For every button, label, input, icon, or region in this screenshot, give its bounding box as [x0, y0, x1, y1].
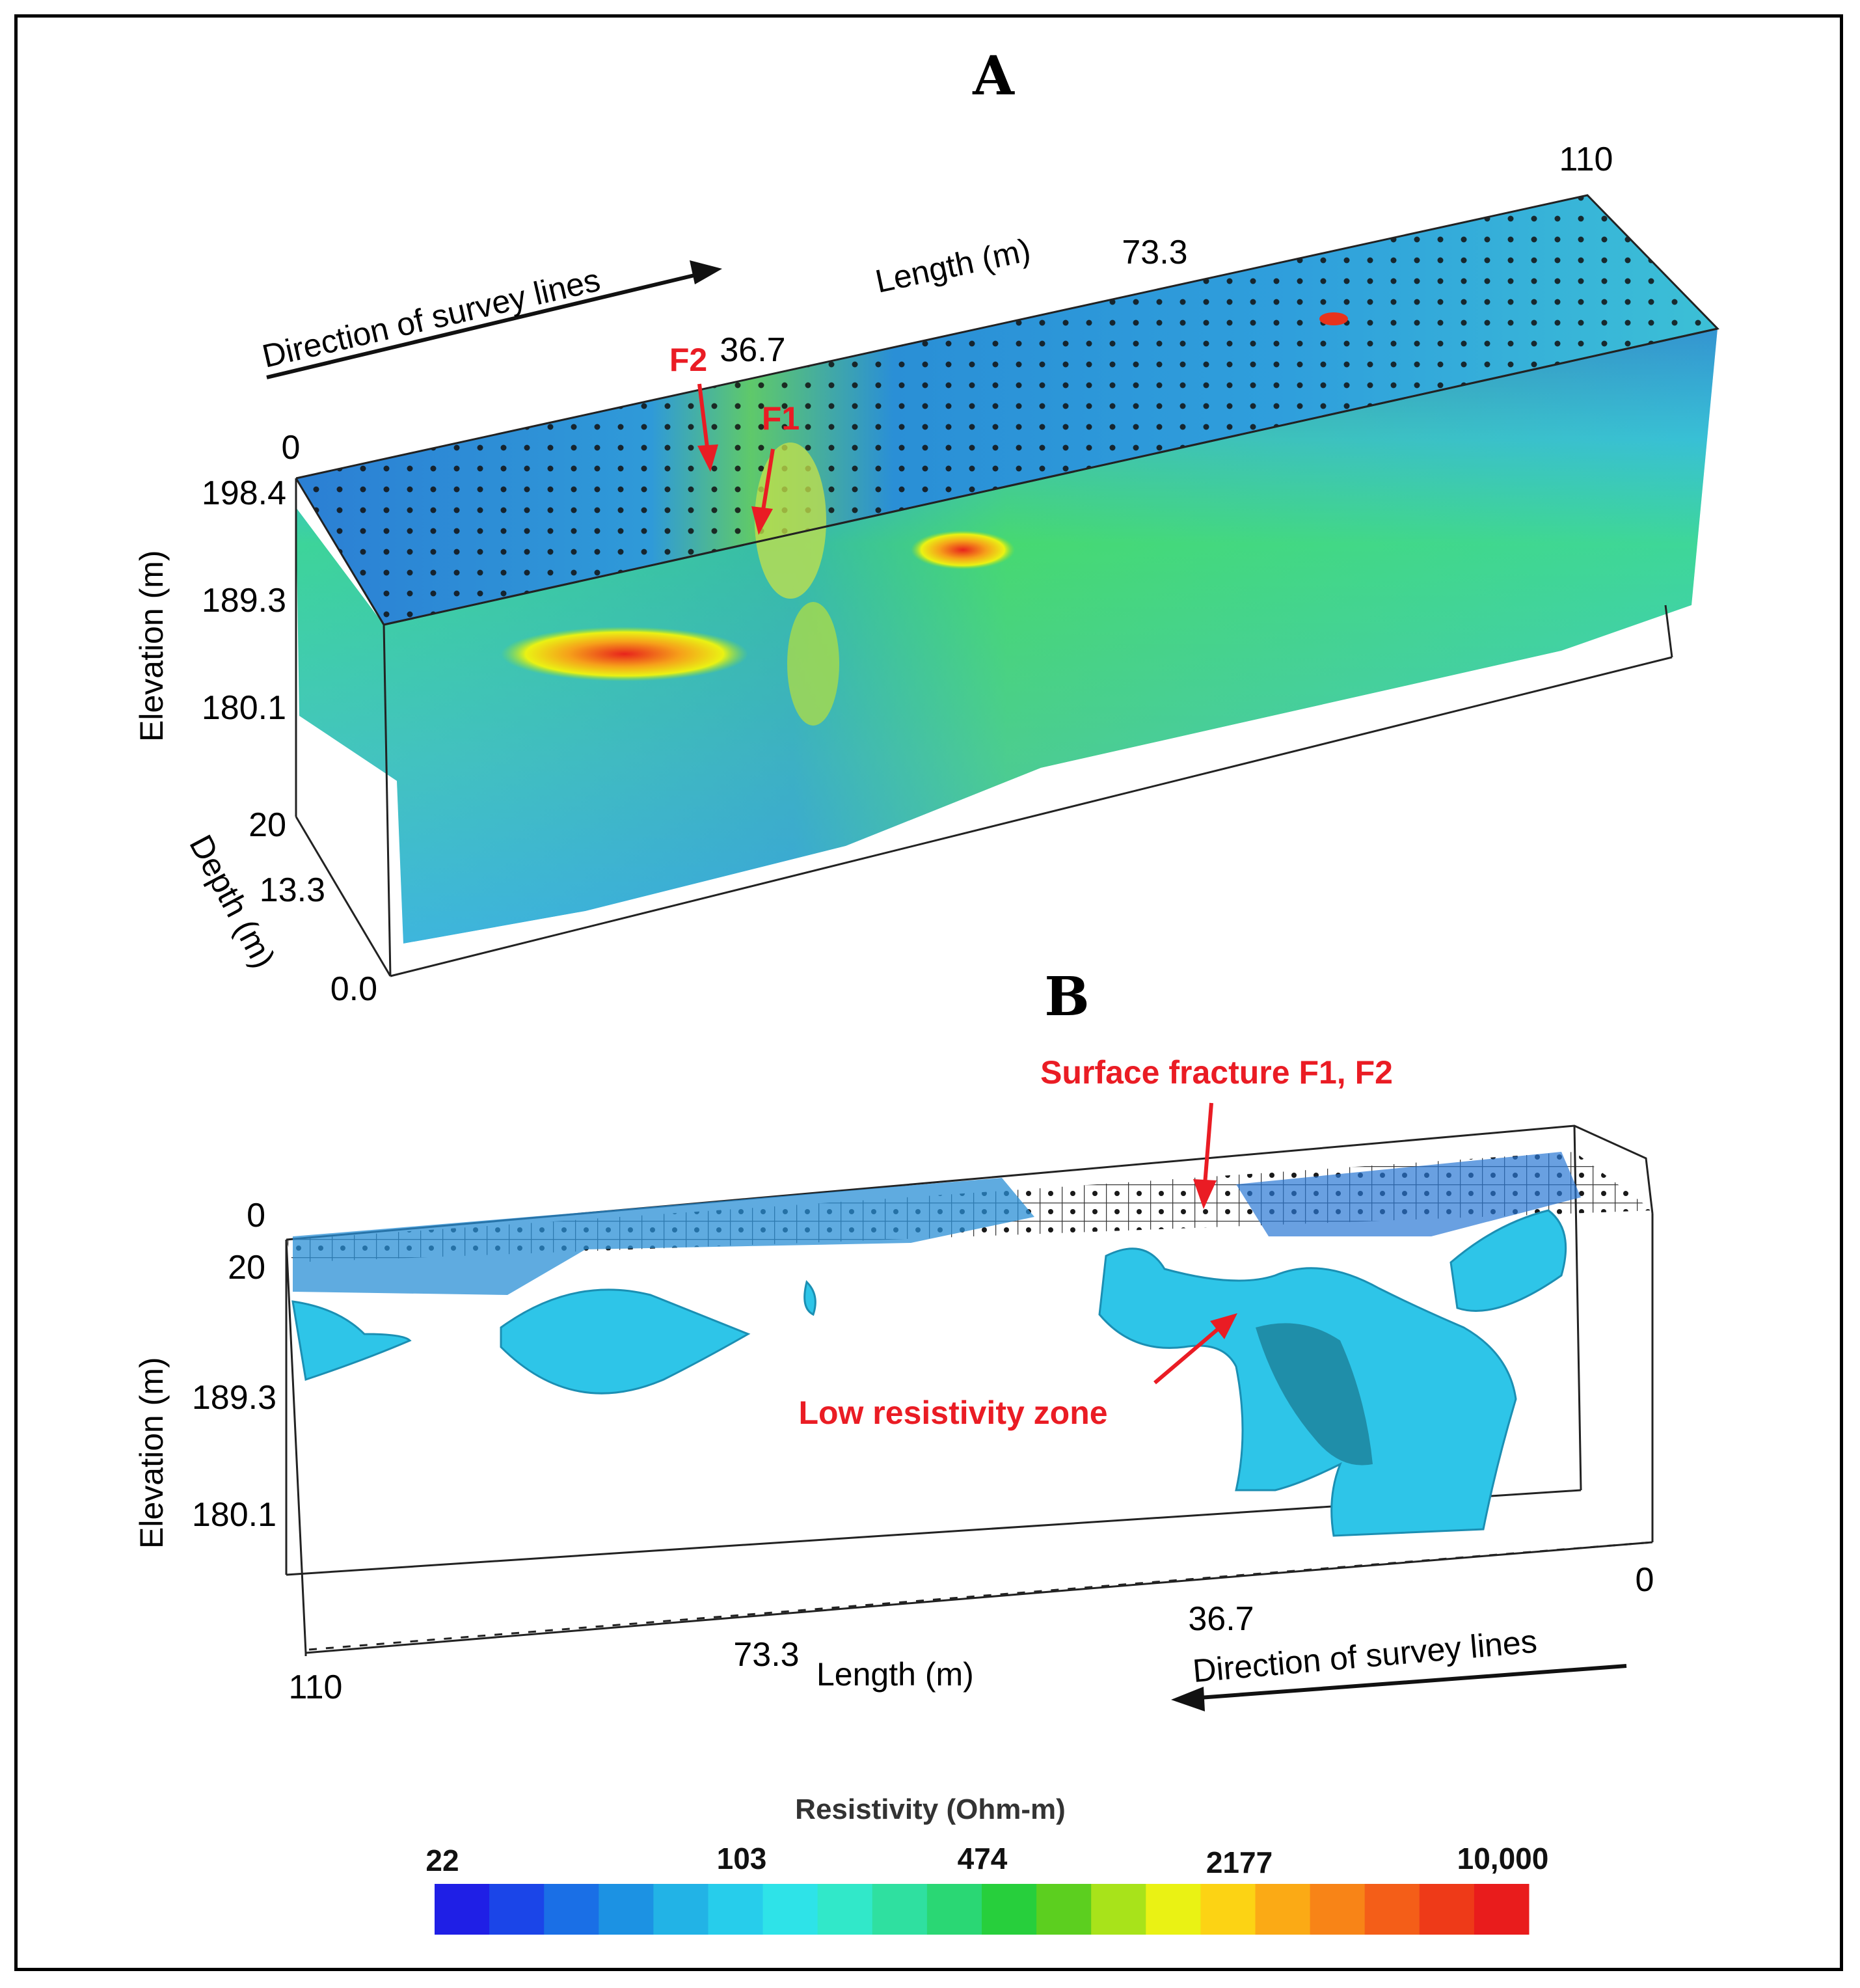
colorbar-swatch [872, 1884, 928, 1935]
panel-b-direction-arrow [1171, 1664, 1627, 1711]
panel-a-direction-arrow [266, 260, 722, 379]
panel-a-letter: A [972, 45, 1015, 107]
colorbar-swatch [926, 1884, 982, 1935]
panel-a-length-tick: 73.3 [1122, 234, 1187, 271]
panel-a-bounding-box [295, 194, 1719, 977]
colorbar-swatch [817, 1884, 873, 1935]
panel-a-base-void [390, 605, 1692, 950]
panel-b-iso-body [500, 1288, 751, 1395]
colorbar-tick: 103 [717, 1842, 767, 1875]
panel-a-depth-tick: 13.3 [260, 871, 325, 909]
panel-b-low-resistivity-arrow [1153, 1313, 1237, 1385]
panel-a-depth-tick: 20 [249, 806, 286, 844]
panel-a-top-dots [296, 195, 1718, 625]
colorbar-swatch [653, 1884, 708, 1935]
panel-b-low-resistivity-core [1256, 1323, 1373, 1465]
colorbar: Resistivity (Ohm-m) 22 103 474 2177 10,0… [425, 1793, 1548, 1935]
panel-b-surface-iso [1236, 1152, 1581, 1236]
panel-a: A Direction of survey line [133, 45, 1719, 1008]
colorbar-swatch [1146, 1884, 1201, 1935]
panel-a-depth-tick: 0.0 [330, 970, 377, 1008]
colorbar-swatch [599, 1884, 654, 1935]
panel-a-elevation-tick: 198.4 [202, 474, 286, 512]
panel-b-elevation-tick: 189.3 [192, 1379, 276, 1417]
colorbar-swatch [1474, 1884, 1530, 1935]
panel-b-length-tick: 73.3 [733, 1636, 799, 1674]
panel-a-elevation-label: Elevation (m) [133, 550, 170, 742]
colorbar-tick: 10,000 [1457, 1842, 1549, 1875]
panel-a-direction-label: Direction of survey lines [259, 262, 604, 375]
colorbar-swatch [1091, 1884, 1146, 1935]
panel-a-f2-arrow [697, 383, 718, 472]
panel-b-elevation-tick: 0 [247, 1197, 265, 1234]
panel-b-iso-body [1449, 1209, 1567, 1312]
panel-b-letter: B [1044, 966, 1089, 1028]
colorbar-swatch [708, 1884, 764, 1935]
colorbar-swatch [544, 1884, 599, 1935]
panel-b-length-tick: 110 [289, 1668, 343, 1706]
panel-a-elevation-tick: 189.3 [202, 582, 286, 620]
colorbar-tick: 22 [425, 1844, 459, 1877]
colorbar-swatch [762, 1884, 818, 1935]
panel-a-length-tick: 0 [282, 429, 301, 467]
colorbar-swatches [435, 1884, 1530, 1935]
colorbar-swatch [435, 1884, 490, 1935]
panel-b-iso-body [291, 1300, 412, 1381]
colorbar-swatch [1036, 1884, 1092, 1935]
colorbar-swatch [982, 1884, 1037, 1935]
panel-b-length-tick: 36.7 [1188, 1600, 1254, 1638]
panel-a-length-tick: 36.7 [720, 331, 785, 369]
panel-b-iso-body [803, 1280, 816, 1316]
colorbar-swatch [489, 1884, 545, 1935]
panel-b-elevation-tick: 180.1 [192, 1496, 276, 1534]
colorbar-title: Resistivity (Ohm-m) [795, 1793, 1066, 1825]
panel-b-surface-iso [293, 1178, 1034, 1295]
panel-a-fracture-anomaly [755, 443, 826, 599]
panel-b-elevation-label: Elevation (m) [133, 1357, 170, 1549]
panel-b-length-tick: 0 [1636, 1561, 1654, 1599]
panel-a-front-tint [296, 329, 1718, 944]
panel-a-low-resistivity-zone [1319, 312, 1348, 325]
colorbar-swatch [1364, 1884, 1420, 1935]
panel-a-f2-label: F2 [669, 342, 707, 378]
panel-b-length-label: Length (m) [816, 1656, 974, 1693]
panel-a-length-tick: 110 [1559, 141, 1613, 178]
panel-a-f1-label: F1 [762, 400, 800, 437]
panel-b-elevation-tick: 20 [228, 1249, 265, 1287]
panel-b-low-resistivity-label: Low resistivity zone [798, 1395, 1107, 1431]
panel-a-fracture-anomaly [787, 602, 839, 726]
panel-b-surface-fracture-label: Surface fracture F1, F2 [1040, 1054, 1393, 1091]
colorbar-tick: 2177 [1206, 1845, 1273, 1879]
colorbar-swatch [1255, 1884, 1311, 1935]
colorbar-tick: 474 [958, 1842, 1008, 1875]
panel-a-length-label: Length (m) [872, 232, 1034, 300]
panel-a-high-resistivity-anomaly [501, 627, 748, 681]
panel-b: B Direction of survey lines [133, 966, 1654, 1711]
panel-a-elevation-tick: 180.1 [202, 689, 286, 727]
colorbar-swatch [1419, 1884, 1475, 1935]
panel-b-surface-fracture-arrow [1193, 1102, 1217, 1209]
colorbar-swatch [1200, 1884, 1256, 1935]
panel-a-high-resistivity-anomaly [911, 530, 1015, 569]
colorbar-swatch [1310, 1884, 1366, 1935]
panel-a-f1-arrow [751, 448, 775, 535]
